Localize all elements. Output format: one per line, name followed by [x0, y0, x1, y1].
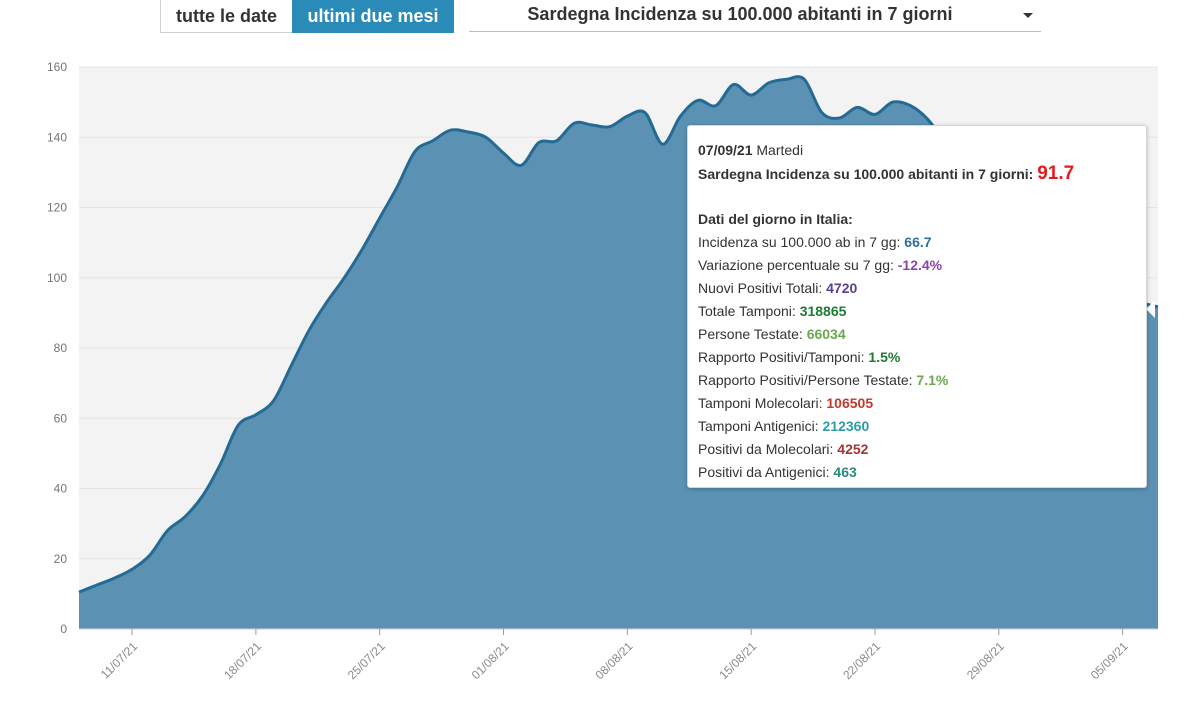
date-range-toggle: tutte le date ultimi due mesi	[160, 0, 454, 33]
tooltip-row-label: Tamponi Molecolari:	[698, 395, 823, 411]
chevron-down-icon	[1023, 13, 1033, 18]
tooltip-row-label: Positivi da Antigenici:	[698, 464, 830, 480]
tooltip-row-value: 7.1%	[916, 372, 949, 388]
tooltip-row-label: Tamponi Antigenici:	[698, 418, 819, 434]
tooltip-row-label: Totale Tamponi:	[698, 303, 796, 319]
tooltip-row-label: Incidenza su 100.000 ab in 7 gg:	[698, 234, 901, 250]
tooltip-weekday: Martedi	[756, 142, 804, 158]
x-tick-label: 18/07/21	[221, 639, 264, 682]
tooltip-row-label: Nuovi Positivi Totali:	[698, 280, 823, 296]
tooltip-row: Positivi da Molecolari: 4252	[698, 438, 1136, 461]
tooltip-headline-value: 91.7	[1037, 163, 1075, 184]
tooltip-row-value: 463	[833, 464, 857, 480]
tooltip-row-label: Rapporto Positivi/Persone Testate:	[698, 372, 913, 388]
tooltip-row: Positivi da Antigenici: 463	[698, 461, 1136, 484]
x-tick-label: 29/08/21	[964, 639, 1007, 682]
y-tick-label: 100	[47, 271, 67, 285]
x-tick-label: 11/07/21	[98, 639, 141, 682]
x-tick-label: 01/08/21	[469, 639, 512, 682]
tooltip-rows: Incidenza su 100.000 ab in 7 gg: 66.7 Var…	[698, 231, 1136, 484]
metric-select[interactable]: Sardegna Incidenza su 100.000 abitanti i…	[469, 0, 1041, 32]
tooltip-row: Incidenza su 100.000 ab in 7 gg: 66.7	[698, 231, 1136, 254]
y-tick-label: 0	[60, 622, 67, 636]
y-tick-label: 40	[54, 482, 68, 496]
tooltip-row-label: Persone Testate:	[698, 326, 803, 342]
tooltip-row-label: Variazione percentuale su 7 gg:	[698, 257, 894, 273]
tooltip-date: 07/09/21	[698, 142, 753, 158]
x-tick-label: 25/07/21	[345, 639, 388, 682]
tooltip-row-value: 66.7	[904, 234, 932, 250]
tooltip-arrow	[1146, 300, 1155, 318]
tooltip-row: Rapporto Positivi/Persone Testate: 7.1%	[698, 369, 1136, 392]
metric-select-value: Sardegna Incidenza su 100.000 abitanti i…	[527, 4, 953, 24]
y-tick-label: 60	[54, 411, 68, 425]
tooltip-row-label: Rapporto Positivi/Tamponi:	[698, 349, 865, 365]
y-axis: 0 20 40 60 80 100 120 140 160	[47, 60, 67, 636]
tooltip-row: Nuovi Positivi Totali: 4720	[698, 277, 1136, 300]
tooltip-row-value: 4252	[837, 441, 869, 457]
y-tick-label: 120	[47, 201, 67, 215]
tooltip-row: Totale Tamponi: 318865	[698, 300, 1136, 323]
x-tick-label: 15/08/21	[716, 639, 759, 682]
tooltip-row: Persone Testate: 66034	[698, 323, 1136, 346]
last-two-months-button[interactable]: ultimi due mesi	[292, 0, 454, 33]
tooltip-row: Tamponi Antigenici: 212360	[698, 415, 1136, 438]
y-tick-label: 20	[54, 552, 68, 566]
tooltip-row-value: -12.4%	[897, 257, 943, 273]
tooltip-row-value: 4720	[826, 280, 858, 296]
tooltip-row: Rapporto Positivi/Tamponi: 1.5%	[698, 346, 1136, 369]
tooltip-row-value: 318865	[799, 303, 847, 319]
data-tooltip: 07/09/21 Martedi Sardegna Incidenza su 1…	[687, 125, 1147, 488]
tooltip-row: Tamponi Molecolari: 106505	[698, 392, 1136, 415]
tooltip-section-title: Dati del giorno in Italia:	[698, 211, 853, 227]
x-tick-label: 08/08/21	[593, 639, 636, 682]
tooltip-row: Variazione percentuale su 7 gg: -12.4%	[698, 254, 1136, 277]
x-tick-label: 05/09/21	[1088, 639, 1131, 682]
y-tick-label: 140	[47, 130, 67, 144]
y-tick-label: 80	[54, 341, 68, 355]
tooltip-headline-label: Sardegna Incidenza su 100.000 abitanti i…	[698, 166, 1034, 182]
tooltip-row-value: 66034	[806, 326, 846, 342]
all-dates-button[interactable]: tutte le date	[160, 0, 292, 33]
tooltip-row-value: 1.5%	[868, 349, 901, 365]
tooltip-row-value: 106505	[826, 395, 874, 411]
x-axis: 11/07/21 18/07/21 25/07/21 01/08/21 08/08/21…	[79, 628, 1158, 682]
y-tick-label: 160	[47, 60, 67, 74]
tooltip-row-label: Positivi da Molecolari:	[698, 441, 834, 457]
x-tick-label: 22/08/21	[840, 639, 883, 682]
tooltip-row-value: 212360	[822, 418, 870, 434]
